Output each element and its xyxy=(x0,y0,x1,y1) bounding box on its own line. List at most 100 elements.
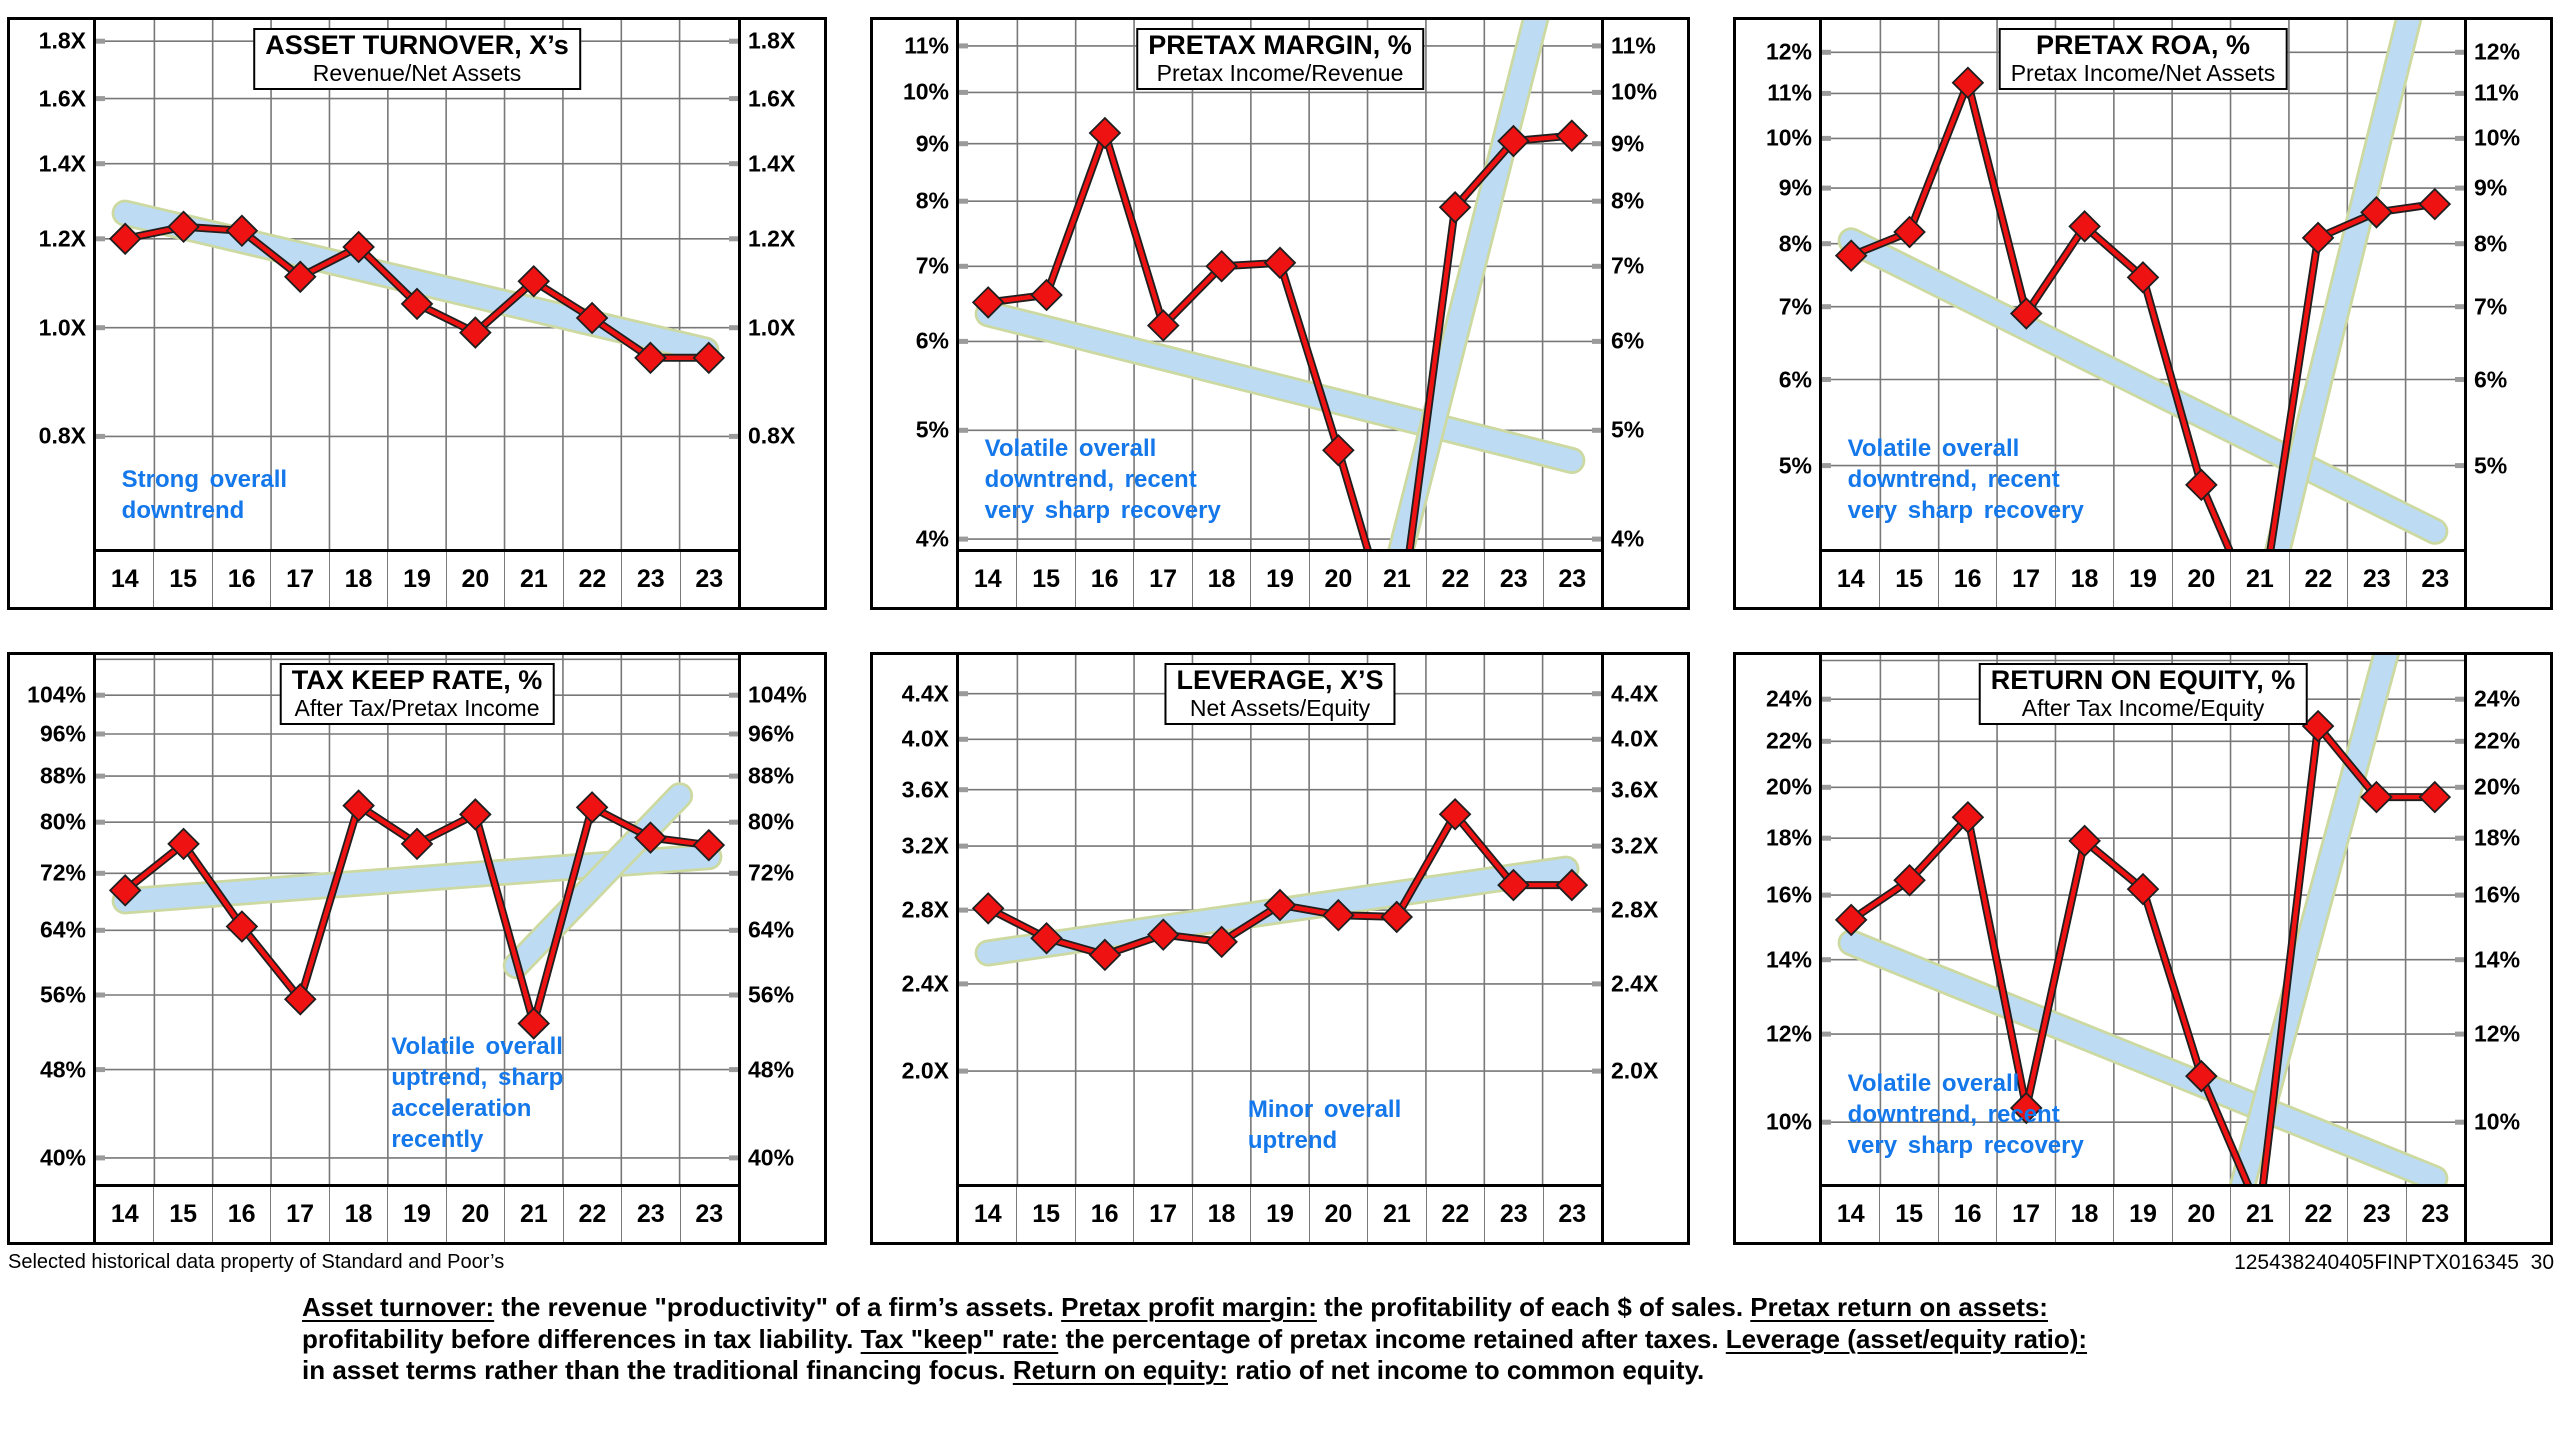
year-label: 14 xyxy=(1836,565,1865,593)
y-tick-label: 12% xyxy=(2474,38,2521,65)
data-point-diamond xyxy=(2301,221,2335,255)
y-tick-label: 7% xyxy=(2474,293,2508,320)
year-label: 18 xyxy=(1191,552,1250,607)
data-point-diamond xyxy=(2360,196,2393,229)
y-tick-label: 9% xyxy=(2474,174,2508,201)
year-label: 23 xyxy=(621,1187,679,1242)
chart-title-box: RETURN ON EQUITY, % After Tax Income/Equ… xyxy=(1978,663,2308,725)
y-tick-label: 2.0X xyxy=(901,1057,949,1084)
year-label: 20 xyxy=(2171,552,2230,607)
chart-panel-asset-turnover: 1.8X 1.6X 1.4X 1.2X 1.0X 0.8X ASSET TURNOVER,… xyxy=(7,17,827,610)
chart-canvas xyxy=(1822,20,2464,549)
plot-area: PRETAX ROA, % Pretax Income/Net Assets V… xyxy=(1822,20,2464,549)
y-tick-label: 104% xyxy=(748,681,807,708)
definition-text: the revenue "productivity" of a firm’s a… xyxy=(494,1292,1062,1322)
y-tick-label: 7% xyxy=(1611,252,1645,279)
y-tick-label: 10% xyxy=(2474,124,2521,151)
chart-canvas xyxy=(96,655,738,1184)
year-label: 17 xyxy=(1996,552,2054,607)
year-label: 21 xyxy=(2230,1187,2288,1242)
y-tick-label: 56% xyxy=(39,981,86,1008)
data-point-diamond xyxy=(971,286,1005,319)
y-tick-label: 9% xyxy=(915,130,949,157)
y-tick-label: 6% xyxy=(1778,366,1812,392)
y-tick-label: 9% xyxy=(1778,174,1812,201)
y-tick-label: 20% xyxy=(2474,773,2521,800)
x-axis-years: 14 15 16 17 18 19 20 21 22 23 23 xyxy=(1822,1184,2464,1242)
year-label: 23 xyxy=(621,552,679,607)
y-tick-label: 8% xyxy=(1778,230,1812,257)
y-tick-label: 4% xyxy=(1611,525,1645,552)
definition-term: Tax "keep" rate: xyxy=(860,1323,1059,1354)
x-axis-years: 14 15 16 17 18 19 20 21 22 23 23 xyxy=(1822,549,2464,607)
charts-grid: 1.8X 1.6X 1.4X 1.2X 1.0X 0.8X ASSET TURNOVER,… xyxy=(7,17,2553,1245)
data-point-diamond xyxy=(634,341,667,375)
definition-term: Return on equity: xyxy=(1012,1355,1229,1385)
data-point-diamond xyxy=(342,230,375,264)
data-point-diamond xyxy=(1322,898,1355,932)
year-label: 19 xyxy=(387,552,445,607)
y-tick-label: 4% xyxy=(915,525,949,552)
y-tick-label: 2.8X xyxy=(1611,896,1659,923)
year-label: 19 xyxy=(2113,552,2171,607)
y-tick-label: 11% xyxy=(1611,32,1656,59)
year-label: 21 xyxy=(504,1187,562,1242)
data-point-diamond xyxy=(1951,800,1985,834)
y-tick-label: 64% xyxy=(748,916,795,943)
x-axis-years: 14 15 16 17 18 19 20 21 22 23 23 xyxy=(959,1184,1601,1242)
year-label: 20 xyxy=(1308,1187,1367,1242)
y-tick-label: 64% xyxy=(39,916,86,943)
year-label: 18 xyxy=(1191,1187,1250,1242)
definition-text: the profitability of each $ of sales. xyxy=(1316,1292,1751,1322)
chart-canvas xyxy=(959,20,1601,549)
y-tick-label: 10% xyxy=(2474,1108,2521,1135)
data-point-diamond xyxy=(225,910,259,943)
y-tick-label: 3.6X xyxy=(901,776,949,803)
year-label: 21 xyxy=(1367,552,1425,607)
source-attribution: Selected historical data property of Sta… xyxy=(8,1251,505,1273)
year-label: 19 xyxy=(1250,1187,1308,1242)
y-tick-label: 80% xyxy=(748,808,795,835)
trend-annotation: Volatile overall downtrend, recent very … xyxy=(1847,1069,2084,1159)
y-tick-label: 18% xyxy=(2474,824,2521,851)
data-point-diamond xyxy=(1322,433,1355,467)
data-point-diamond xyxy=(575,301,609,335)
plot-area: RETURN ON EQUITY, % After Tax Income/Equ… xyxy=(1822,655,2464,1184)
chart-panel-return-on-equity: 24% 22% 20% 18% 16% 14% 12% 10% RETURN ON EQUIT… xyxy=(1733,652,2553,1245)
y-tick-label: 88% xyxy=(39,762,86,789)
year-label: 14 xyxy=(973,565,1002,593)
y-tick-label: 2.0X xyxy=(1611,1057,1659,1084)
data-point-diamond xyxy=(692,828,726,862)
definition-text: the percentage of pretax income retained… xyxy=(1058,1323,1726,1354)
data-point-diamond xyxy=(1497,868,1530,902)
trend-annotation: Volatile overall uptrend, sharp accelera… xyxy=(391,1032,564,1153)
y-tick-label: 3.2X xyxy=(901,832,949,859)
data-point-diamond xyxy=(1497,124,1530,158)
year-label: 22 xyxy=(562,1187,621,1242)
data-point-diamond xyxy=(1030,921,1063,955)
y-axis-left: 24% 22% 20% 18% 16% 14% 12% 10% xyxy=(1736,655,1822,1242)
y-tick-label: 7% xyxy=(1778,293,1812,320)
data-point-diamond xyxy=(1263,246,1297,280)
chart-subtitle: Net Assets/Equity xyxy=(1189,695,1371,721)
y-axis-right: 12% 11% 10% 9% 8% 7% 6% 5% xyxy=(2464,20,2550,607)
y-tick-label: 6% xyxy=(2474,366,2508,392)
y-tick-label: 22% xyxy=(1765,727,1812,754)
y-tick-label: 1.8X xyxy=(38,27,86,54)
data-point-diamond xyxy=(1555,119,1589,152)
y-tick-label: 6% xyxy=(915,327,949,354)
data-point-diamond xyxy=(634,821,667,854)
y-tick-label: 5% xyxy=(1778,452,1812,479)
y-tick-label: 1.2X xyxy=(748,225,796,252)
y-tick-label: 3.2X xyxy=(1611,832,1659,859)
chart-subtitle: After Tax/Pretax Income xyxy=(294,695,540,721)
data-point-diamond xyxy=(108,222,142,256)
y-tick-label: 22% xyxy=(2474,727,2521,754)
data-point-diamond xyxy=(2301,709,2335,743)
chart-title: ASSET TURNOVER, X’s xyxy=(265,30,569,60)
chart-title: TAX KEEP RATE, % xyxy=(291,665,543,695)
year-label: 17 xyxy=(1996,1187,2054,1242)
y-tick-label: 40% xyxy=(748,1144,795,1171)
data-point-diamond xyxy=(400,827,434,861)
data-point-diamond xyxy=(1834,903,1868,937)
